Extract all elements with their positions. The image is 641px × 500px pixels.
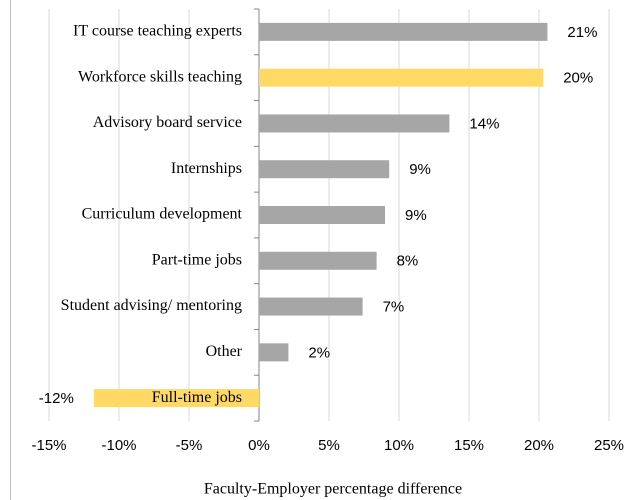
- category-label: Other: [206, 343, 243, 360]
- category-label: Advisory board service: [93, 114, 242, 131]
- x-tick-label: 20%: [524, 437, 554, 454]
- category-label: Workforce skills teaching: [78, 68, 242, 85]
- value-label: 7%: [383, 299, 405, 316]
- x-tick-label: 10%: [384, 437, 414, 454]
- value-label: 21%: [567, 24, 597, 41]
- x-tick-label: -10%: [101, 437, 136, 454]
- category-label: Full-time jobs: [152, 389, 242, 406]
- bar: [259, 114, 450, 133]
- value-label: 2%: [308, 344, 330, 361]
- bar: [93, 389, 259, 408]
- value-label: 8%: [397, 253, 419, 270]
- x-tick-label: -15%: [31, 437, 66, 454]
- bar: [259, 160, 390, 179]
- chart-border: [10, 0, 11, 500]
- category-label: Student advising/ mentoring: [61, 297, 242, 314]
- bar: [259, 343, 289, 362]
- x-tick-label: 15%: [454, 437, 484, 454]
- x-axis-title: Faculty-Employer percentage difference: [204, 481, 462, 498]
- bar: [259, 206, 385, 224]
- value-label: 9%: [409, 161, 431, 178]
- value-label: 20%: [563, 70, 593, 87]
- value-label: -12%: [39, 390, 74, 407]
- x-tick-label: 25%: [594, 437, 624, 454]
- category-label: IT course teaching experts: [73, 23, 242, 40]
- category-label: Part-time jobs: [152, 251, 242, 268]
- x-tick-label: 5%: [318, 437, 340, 454]
- bar: [259, 297, 363, 316]
- x-tick-label: 0%: [248, 437, 270, 454]
- bar: [259, 251, 377, 270]
- bar: [259, 22, 548, 41]
- category-label: Curriculum development: [82, 206, 243, 223]
- value-label: 9%: [405, 207, 427, 224]
- x-tick-label: -5%: [176, 437, 203, 454]
- bar: [259, 68, 544, 87]
- value-label: 14%: [469, 115, 499, 132]
- category-label: Internships: [171, 160, 242, 177]
